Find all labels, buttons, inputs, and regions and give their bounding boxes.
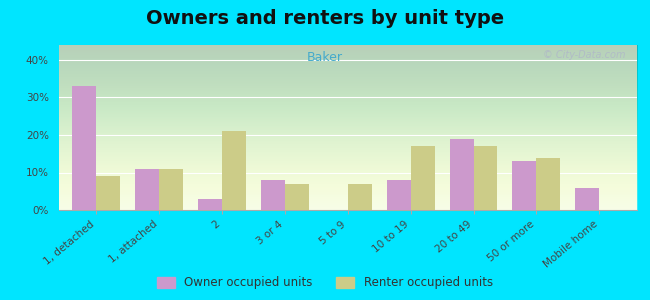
Bar <box>198 199 222 210</box>
Bar <box>473 146 497 210</box>
Legend: Owner occupied units, Renter occupied units: Owner occupied units, Renter occupied un… <box>153 272 497 294</box>
Bar <box>536 158 560 210</box>
Bar <box>96 176 120 210</box>
Bar <box>285 184 309 210</box>
Text: © City-Data.com: © City-Data.com <box>543 50 625 60</box>
Bar <box>135 169 159 210</box>
Bar <box>348 184 372 210</box>
Bar <box>72 86 96 210</box>
Bar <box>261 180 285 210</box>
Text: Baker: Baker <box>307 51 343 64</box>
Text: Owners and renters by unit type: Owners and renters by unit type <box>146 9 504 28</box>
Bar <box>512 161 536 210</box>
Bar <box>575 188 599 210</box>
Bar <box>387 180 411 210</box>
Bar <box>159 169 183 210</box>
Bar <box>411 146 435 210</box>
Bar <box>222 131 246 210</box>
Bar <box>450 139 473 210</box>
